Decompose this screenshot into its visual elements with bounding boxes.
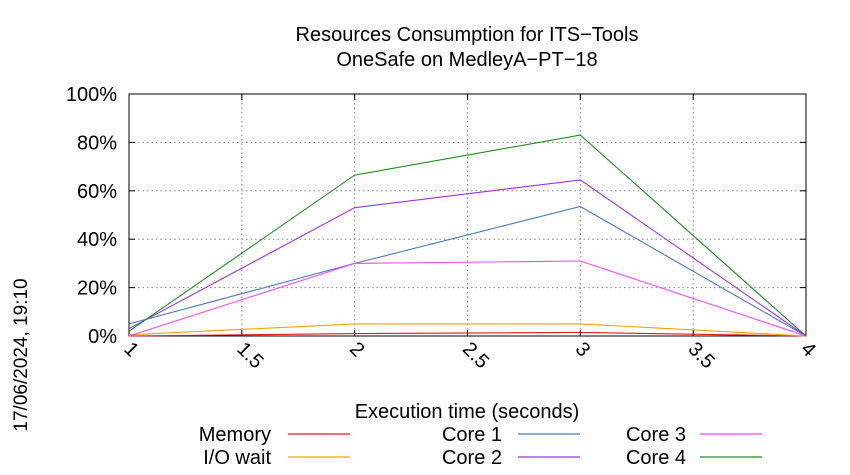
series-lines [128,134,807,337]
series-line-memory [128,331,807,337]
x-tick-label: 1.5 [232,338,267,373]
y-tick-label: 20% [77,278,117,300]
y-tick-label: 60% [77,181,117,203]
series-line-core-1 [128,205,807,337]
y-tick-label: 100% [66,84,117,106]
series-line-core-3 [128,260,807,337]
y-tick-label: 0% [88,326,117,348]
x-axis-label: Execution time (seconds) [355,401,580,423]
chart-title: Resources Consumption for ITS−Tools OneS… [296,24,639,71]
x-tick-label: 2.5 [458,338,493,373]
legend-label-memory: Memory [199,424,271,446]
series-line-core-4 [128,134,807,337]
x-tick-label: 1 [119,338,142,361]
x-tick-label: 3.5 [684,338,719,373]
grid [129,94,806,336]
y-tick-label: 80% [77,132,117,154]
legend-label-i-o-wait: I/O wait [203,447,271,469]
series-line-i-o-wait [128,323,807,337]
title-line-2: OneSafe on MedleyA−PT−18 [336,49,597,71]
series-line-core-2 [128,179,807,337]
legend-label-core-1: Core 1 [442,424,502,446]
legend-label-core-3: Core 3 [626,424,686,446]
timestamp-label: 17/06/2024, 19:10 [11,278,32,431]
x-tick-label: 2 [345,338,368,361]
title-line-1: Resources Consumption for ITS−Tools [296,24,639,46]
legend-label-core-4: Core 4 [626,447,686,469]
y-axis-ticks: 0% 20% 40% 60% 80% 100% [66,84,806,348]
legend-label-core-2: Core 2 [442,447,502,469]
x-tick-label: 3 [571,338,594,361]
y-tick-label: 40% [77,229,117,251]
x-tick-label: 4 [796,338,819,361]
